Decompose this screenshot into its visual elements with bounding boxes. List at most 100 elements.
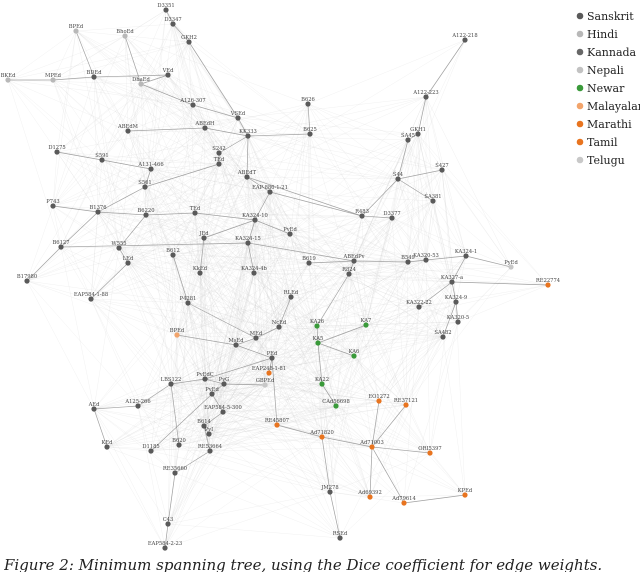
background-edge: [348, 261, 409, 275]
legend-item: Kannada: [576, 46, 637, 59]
tree-edge: [90, 262, 129, 300]
node-label: EAP584-5-300: [204, 405, 242, 411]
background-edge: [56, 151, 201, 274]
background-edge: [348, 169, 443, 275]
tree-edge: [194, 212, 256, 221]
node-marker: [176, 442, 182, 448]
graph-node: PvI: [205, 427, 213, 437]
background-edge: [97, 211, 205, 239]
node-label: B549: [401, 255, 415, 261]
background-edge: [145, 133, 311, 216]
tree-edge: [353, 260, 409, 263]
background-edge: [150, 117, 239, 170]
background-edge: [348, 273, 407, 406]
background-edge: [307, 103, 409, 141]
node-label: RE22774: [536, 278, 561, 284]
node-marker: [192, 210, 198, 216]
graph-node: A126-307: [179, 98, 206, 108]
background-edge: [237, 96, 427, 119]
background-edge: [247, 242, 427, 261]
background-edge: [235, 262, 310, 346]
background-edge: [150, 9, 167, 170]
background-edge: [269, 133, 419, 193]
background-edge: [150, 163, 220, 170]
background-edge: [140, 83, 271, 193]
background-edge: [290, 262, 310, 298]
background-edge: [90, 152, 220, 300]
background-edge: [307, 103, 427, 261]
background-edge: [278, 301, 457, 328]
background-edge: [321, 324, 367, 385]
graph-node: B6127: [52, 240, 70, 250]
background-edge: [353, 260, 380, 402]
background-edge: [118, 247, 280, 328]
background-edge: [211, 357, 273, 395]
background-edge: [199, 233, 291, 274]
background-edge: [289, 233, 427, 261]
background-edge: [405, 306, 420, 406]
background-edge: [432, 200, 512, 268]
legend-label: Tamil: [587, 136, 618, 149]
legend-label: Kannada: [587, 46, 637, 59]
background-edge: [405, 255, 467, 406]
background-edge: [321, 273, 350, 438]
node-label: A122-218: [451, 33, 477, 39]
tree-edge: [203, 425, 211, 452]
graph-node: EAP584-5-300: [204, 405, 242, 415]
background-edge: [247, 242, 318, 327]
background-edge: [222, 262, 310, 413]
background-edge: [278, 259, 427, 328]
background-edge: [172, 23, 311, 135]
background-edge: [442, 336, 466, 496]
graph-node: CAd56698: [322, 399, 350, 409]
background-edge: [255, 217, 393, 339]
tree-edge: [165, 9, 174, 25]
background-edge: [26, 186, 146, 282]
background-edge: [269, 191, 367, 326]
background-edge: [264, 324, 367, 386]
background-edge: [194, 103, 309, 214]
tree-edge: [174, 450, 211, 474]
node-marker: [423, 257, 429, 263]
background-edge: [203, 237, 249, 244]
background-edge: [90, 168, 152, 300]
background-edge: [150, 168, 178, 336]
background-edge: [106, 357, 273, 448]
background-edge: [60, 83, 142, 248]
background-edge: [97, 168, 152, 213]
background-edge: [269, 191, 280, 328]
background-edge: [353, 260, 367, 326]
background-edge: [176, 272, 255, 336]
background-edge: [178, 393, 213, 446]
background-edge: [268, 372, 323, 385]
background-edge: [211, 262, 310, 395]
background-edge: [441, 169, 467, 257]
background-edge: [457, 284, 549, 323]
background-edge: [127, 262, 201, 274]
background-edge: [289, 233, 420, 308]
node-label: Ad79614: [391, 496, 416, 502]
background-edge: [316, 325, 407, 406]
background-edge: [127, 130, 249, 244]
background-edge: [176, 334, 337, 407]
background-edge: [405, 261, 409, 406]
background-edge: [271, 281, 453, 359]
background-edge: [204, 378, 266, 386]
graph-node: PyEd: [504, 260, 518, 270]
node-marker: [405, 137, 411, 143]
node-marker: [462, 492, 468, 498]
background-edge: [26, 280, 92, 300]
background-edge: [317, 342, 371, 498]
background-edge: [235, 260, 355, 346]
background-edge: [52, 76, 95, 207]
background-edge: [289, 233, 337, 407]
background-edge: [321, 383, 407, 406]
background-edge: [222, 260, 355, 413]
background-edge: [223, 344, 237, 385]
background-edge: [316, 325, 371, 498]
background-edge: [246, 176, 367, 326]
tree-edge: [321, 436, 331, 493]
background-edge: [90, 176, 248, 300]
background-edge: [118, 176, 248, 249]
background-edge: [307, 103, 434, 202]
